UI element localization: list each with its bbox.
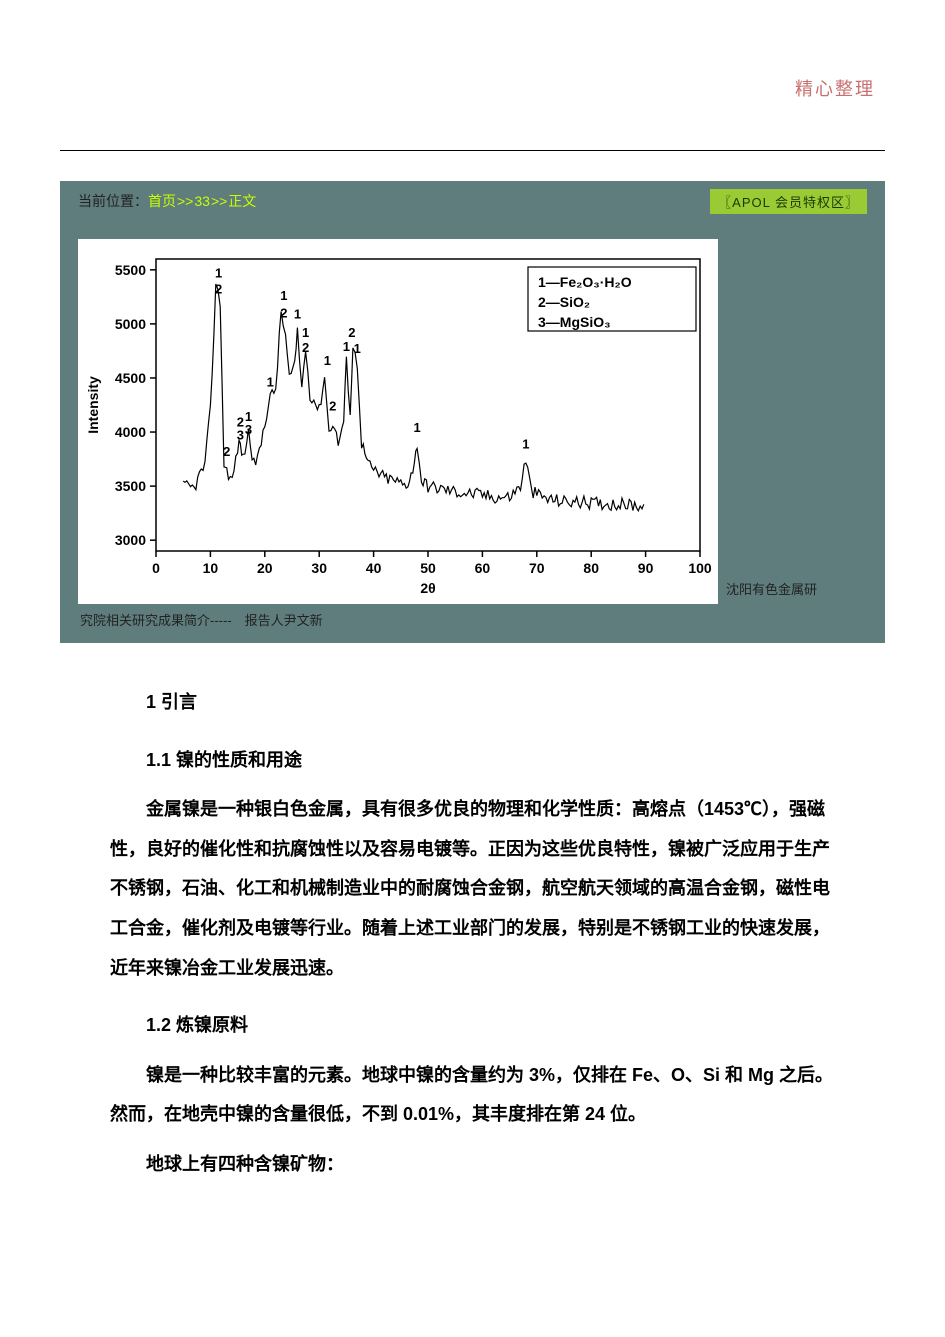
breadcrumb-current: 正文 <box>228 191 256 211</box>
svg-text:5000: 5000 <box>115 316 146 332</box>
svg-text:3—MgSiO₃: 3—MgSiO₃ <box>538 314 611 330</box>
breadcrumb-sep-2: >> <box>211 193 227 209</box>
svg-text:70: 70 <box>529 560 545 576</box>
paragraph-3: 地球上有四种含镍矿物： <box>110 1145 835 1185</box>
svg-text:90: 90 <box>638 560 654 576</box>
svg-text:2: 2 <box>329 398 336 413</box>
svg-text:1: 1 <box>280 288 287 303</box>
svg-text:50: 50 <box>420 560 436 576</box>
svg-text:2θ: 2θ <box>420 580 435 596</box>
svg-text:2: 2 <box>302 340 309 355</box>
svg-text:40: 40 <box>366 560 382 576</box>
breadcrumb-mid-link[interactable]: 33 <box>194 193 210 209</box>
breadcrumb-left: 当前位置： 首页 >> 33 >> 正文 <box>78 191 256 211</box>
apol-member-badge[interactable]: 〖APOL 会员特权区〗 <box>710 189 867 214</box>
svg-text:1: 1 <box>324 353 331 368</box>
svg-text:2: 2 <box>280 305 287 320</box>
svg-text:1: 1 <box>215 265 222 280</box>
breadcrumb-label: 当前位置： <box>78 191 148 211</box>
svg-text:4500: 4500 <box>115 370 146 386</box>
svg-text:20: 20 <box>257 560 273 576</box>
heading-1: 1 引言 <box>110 683 835 723</box>
svg-text:10: 10 <box>203 560 219 576</box>
heading-1-1: 1.1 镍的性质和用途 <box>110 741 835 781</box>
svg-text:3500: 3500 <box>115 478 146 494</box>
svg-text:2—SiO₂: 2—SiO₂ <box>538 294 590 310</box>
paragraph-1: 金属镍是一种银白色金属，具有很多优良的物理和化学性质：高熔点（1453℃），强磁… <box>110 790 835 988</box>
paragraph-2: 镍是一种比较丰富的元素。地球中镍的含量约为 3%，仅排在 Fe、O、Si 和 M… <box>110 1056 835 1135</box>
svg-text:1: 1 <box>414 420 421 435</box>
svg-text:2: 2 <box>215 282 222 297</box>
svg-text:1: 1 <box>294 306 301 321</box>
caption-below: 究院相关研究成果简介----- 报告人尹文新 <box>78 604 867 633</box>
svg-text:4000: 4000 <box>115 424 146 440</box>
horizontal-rule <box>60 150 885 151</box>
article-body: 1 引言 1.1 镍的性质和用途 金属镍是一种银白色金属，具有很多优良的物理和化… <box>60 643 885 1255</box>
svg-text:2: 2 <box>223 444 230 459</box>
svg-text:3000: 3000 <box>115 532 146 548</box>
watermark-label: 精心整理 <box>795 75 875 101</box>
svg-text:80: 80 <box>583 560 599 576</box>
xrd-chart: 3000 3500 4000 4500 5000 5500 0 10 20 30 40 50 60 70 8… <box>78 239 718 604</box>
svg-text:1: 1 <box>522 436 529 451</box>
svg-text:100: 100 <box>688 560 712 576</box>
breadcrumb-home-link[interactable]: 首页 <box>148 191 176 211</box>
heading-1-2: 1.2 炼镍原料 <box>110 1006 835 1046</box>
svg-text:Intensity: Intensity <box>85 376 101 434</box>
svg-text:5500: 5500 <box>115 262 146 278</box>
svg-text:2: 2 <box>348 325 355 340</box>
svg-text:60: 60 <box>475 560 491 576</box>
svg-text:3: 3 <box>245 422 252 437</box>
caption-right: 沈阳有色金属研 <box>718 579 817 604</box>
watermark-text: 精心整理 <box>795 79 875 99</box>
svg-text:1—Fe₂O₃·H₂O: 1—Fe₂O₃·H₂O <box>538 274 632 290</box>
breadcrumb-bar: 当前位置： 首页 >> 33 >> 正文 〖APOL 会员特权区〗 <box>60 181 885 221</box>
svg-text:1: 1 <box>267 375 274 390</box>
svg-text:1: 1 <box>302 325 309 340</box>
breadcrumb-sep-1: >> <box>177 193 193 209</box>
svg-text:1: 1 <box>343 339 350 354</box>
svg-text:3: 3 <box>237 428 244 443</box>
svg-text:0: 0 <box>152 560 160 576</box>
chart-panel: 3000 3500 4000 4500 5000 5500 0 10 20 30 40 50 60 70 8… <box>60 221 885 643</box>
svg-text:30: 30 <box>311 560 327 576</box>
svg-text:1: 1 <box>354 341 361 356</box>
